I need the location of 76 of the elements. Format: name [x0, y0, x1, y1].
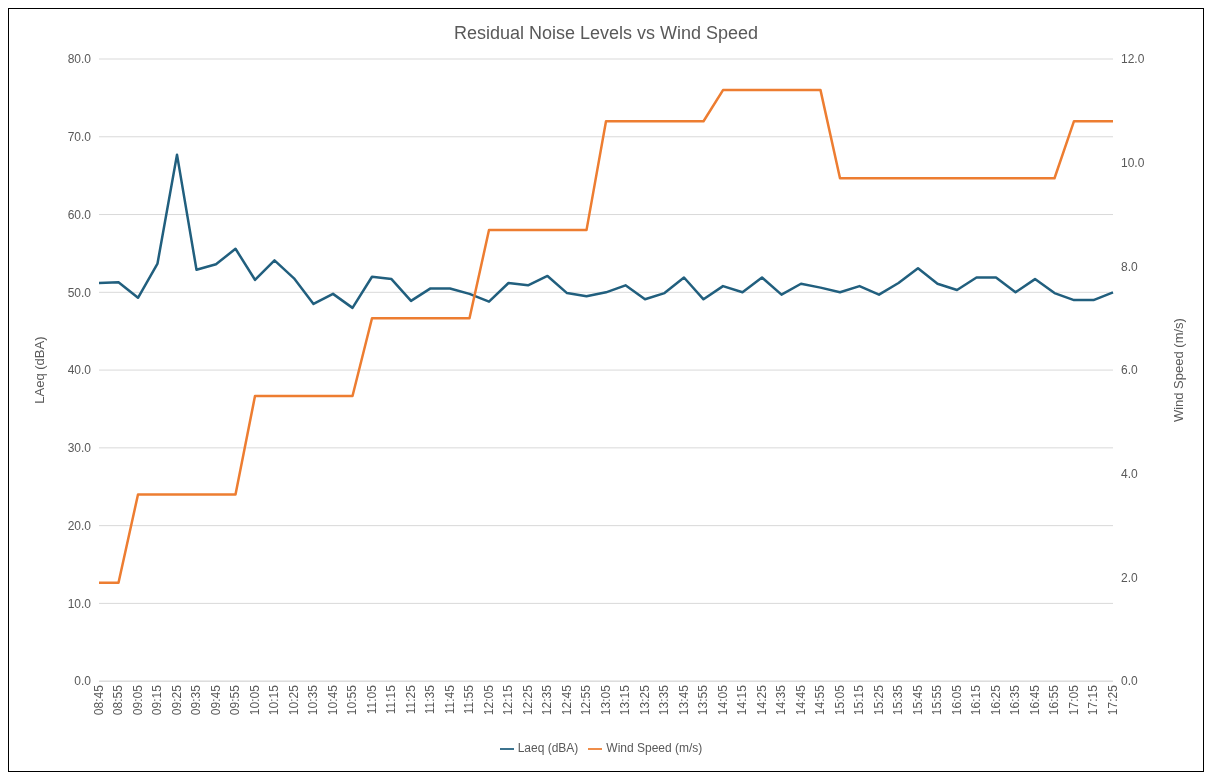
y2-tick-label: 8.0	[1121, 259, 1139, 274]
x-tick-label: 09:25	[169, 684, 184, 716]
x-tick-label: 09:05	[130, 684, 145, 716]
x-tick-label: 11:15	[384, 684, 399, 715]
y-tick-label: 80.0	[67, 52, 92, 67]
x-tick-label: 14:45	[793, 684, 808, 716]
x-tick-label: 09:35	[189, 684, 204, 716]
x-tick-label: 16:05	[949, 684, 964, 716]
x-tick-label: 12:55	[579, 684, 594, 716]
x-tick-label: 10:05	[247, 684, 262, 716]
y-tick-label: 40.0	[67, 363, 92, 378]
x-tick-label: 16:15	[969, 684, 984, 716]
x-tick-label: 08:55	[111, 684, 126, 716]
x-tick-label: 13:35	[657, 684, 672, 716]
x-tick-label: 12:45	[559, 684, 574, 716]
x-tick-label: 09:15	[150, 684, 165, 716]
x-tick-label: 09:45	[208, 684, 223, 716]
line-series	[97, 153, 1115, 310]
y2-axis-title: Wind Speed (m/s)	[1170, 318, 1186, 423]
y-tick-label: 70.0	[67, 130, 92, 145]
x-tick-label: 10:55	[345, 684, 360, 716]
x-tick-label: 14:15	[735, 684, 750, 716]
legend-label: Laeq (dBA)	[517, 741, 579, 756]
y-axis-title: LAeq (dBA)	[31, 336, 47, 404]
x-tick-label: 17:15	[1086, 684, 1101, 716]
legend-label: Wind Speed (m/s)	[606, 741, 703, 756]
x-tick-label: 16:45	[1027, 684, 1042, 716]
y2-tick-label: 4.0	[1121, 467, 1139, 482]
x-tick-label: 14:35	[774, 684, 789, 716]
y2-tick-label: 6.0	[1121, 363, 1139, 378]
y-tick-label: 20.0	[67, 518, 92, 533]
x-tick-label: 16:55	[1047, 684, 1062, 716]
chart-title: Residual Noise Levels vs Wind Speed	[452, 23, 760, 44]
x-tick-label: 17:25	[1105, 684, 1120, 716]
x-tick-label: 11:55	[462, 684, 477, 715]
y-tick-label: 10.0	[67, 596, 92, 611]
x-tick-label: 15:45	[910, 684, 925, 716]
x-tick-label: 12:35	[540, 684, 555, 716]
y2-tick-label: 0.0	[1121, 674, 1139, 689]
x-tick-label: 16:35	[1008, 684, 1023, 716]
x-tick-label: 10:35	[306, 684, 321, 716]
y-tick-label: 30.0	[67, 441, 92, 456]
x-tick-label: 11:25	[403, 684, 418, 715]
x-tick-label: 09:55	[228, 684, 243, 716]
x-tick-label: 08:45	[91, 684, 106, 716]
y-tick-label: 60.0	[67, 207, 92, 222]
x-tick-label: 12:15	[501, 684, 516, 716]
x-tick-label: 16:25	[988, 684, 1003, 716]
x-tick-label: 12:25	[520, 684, 535, 716]
line-series	[97, 88, 1115, 584]
x-tick-label: 15:05	[832, 684, 847, 716]
x-tick-label: 14:55	[813, 684, 828, 716]
x-tick-label: 11:45	[442, 684, 457, 715]
x-tick-label: 10:25	[286, 684, 301, 716]
x-tick-label: 13:25	[637, 684, 652, 716]
x-tick-label: 17:05	[1066, 684, 1081, 716]
y2-tick-label: 2.0	[1121, 570, 1139, 585]
x-tick-label: 14:05	[715, 684, 730, 716]
y2-tick-label: 12.0	[1121, 52, 1145, 67]
x-tick-label: 11:35	[423, 684, 438, 715]
x-tick-label: 12:05	[481, 684, 496, 716]
x-tick-label: 10:45	[325, 684, 340, 716]
x-tick-label: 15:55	[930, 684, 945, 716]
x-tick-label: 15:35	[891, 684, 906, 716]
x-tick-label: 11:05	[364, 684, 379, 715]
x-tick-label: 13:55	[696, 684, 711, 716]
x-tick-label: 13:05	[598, 684, 613, 716]
x-tick-label: 10:15	[267, 684, 282, 716]
y-tick-label: 0.0	[74, 674, 92, 689]
x-tick-label: 15:15	[852, 684, 867, 716]
y2-tick-label: 10.0	[1121, 155, 1145, 170]
x-tick-label: 15:25	[871, 684, 886, 716]
x-tick-label: 13:45	[676, 684, 691, 716]
y-tick-label: 50.0	[67, 285, 92, 300]
x-tick-label: 13:15	[618, 684, 633, 716]
x-tick-label: 14:25	[754, 684, 769, 716]
